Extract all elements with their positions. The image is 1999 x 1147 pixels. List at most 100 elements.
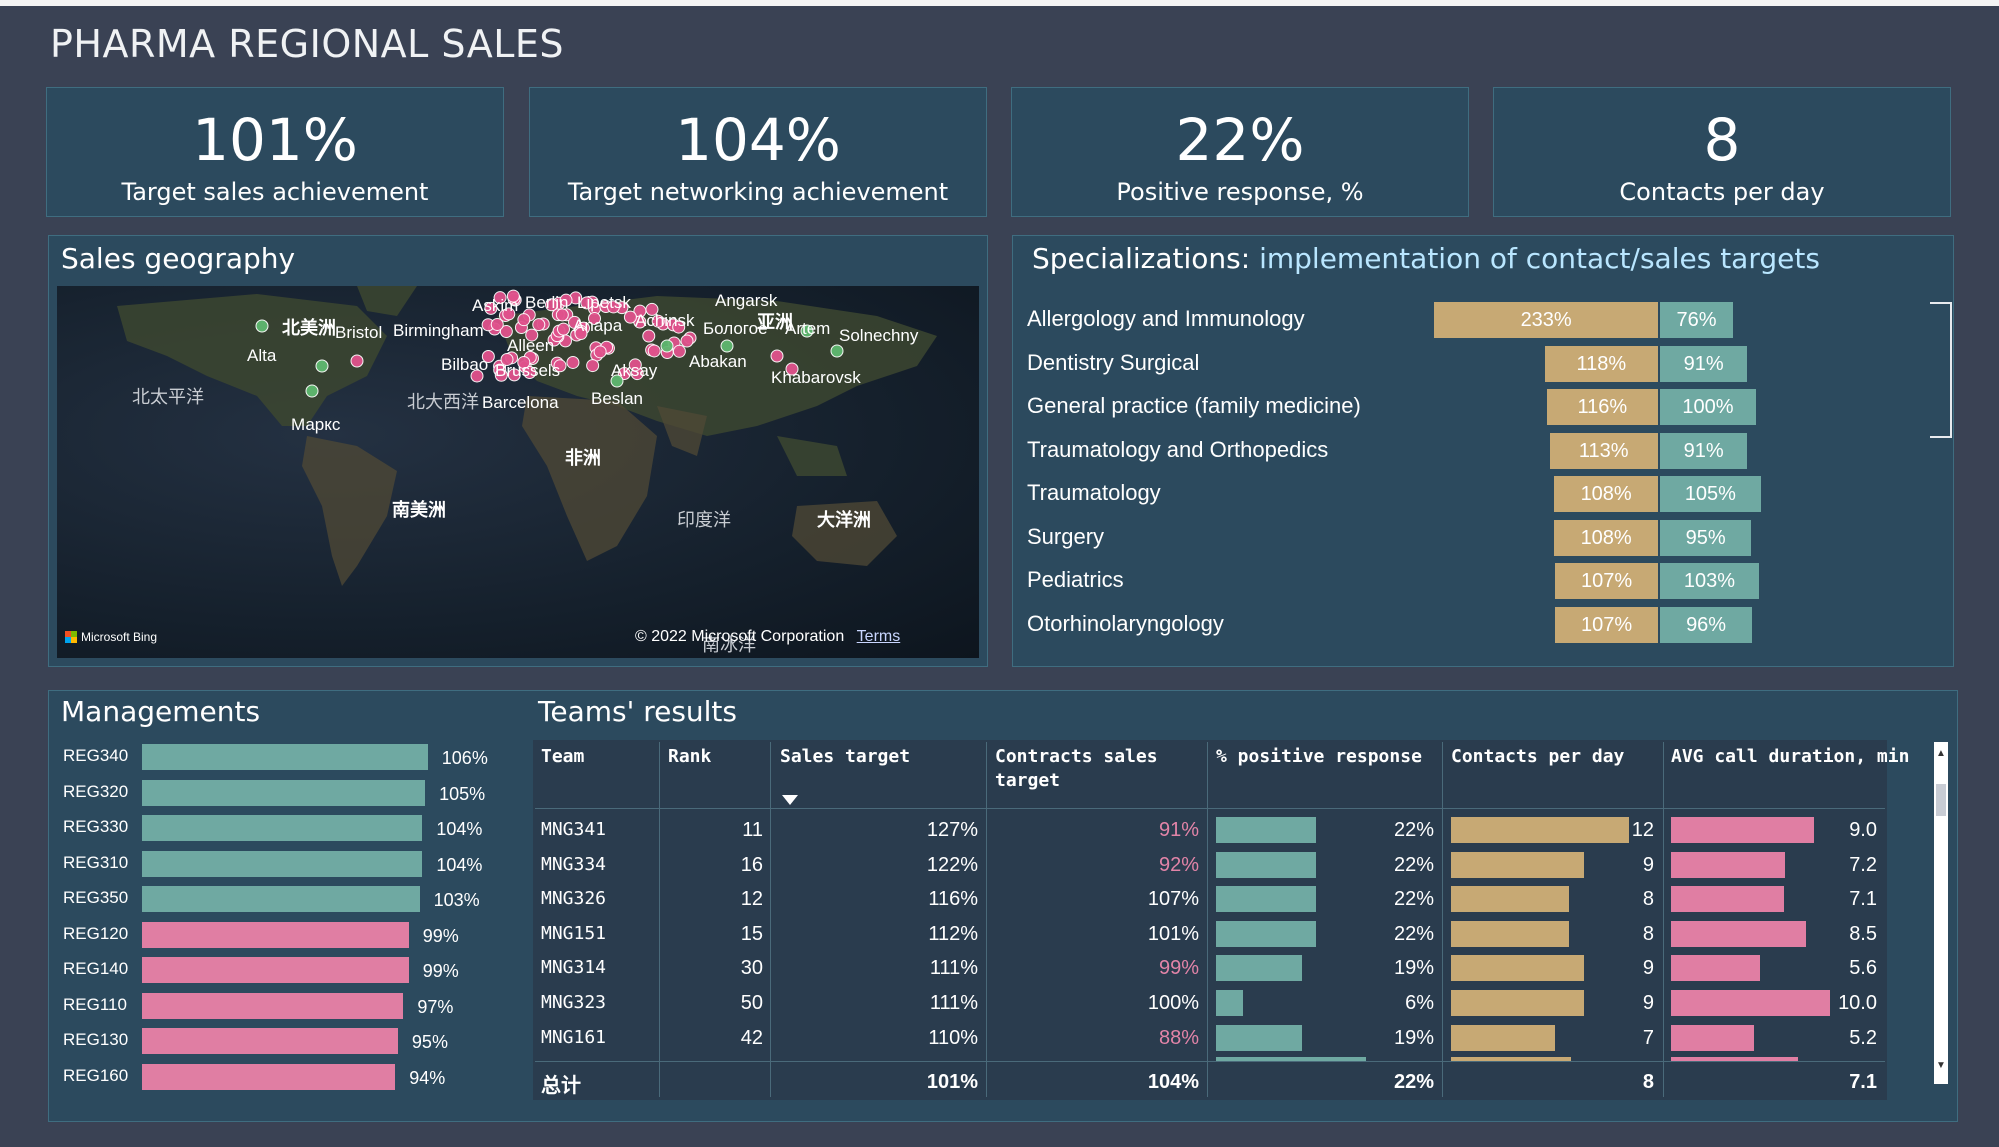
management-bar[interactable] xyxy=(142,1063,396,1090)
map-location-dot[interactable] xyxy=(580,296,594,310)
header-rank[interactable]: Rank xyxy=(668,746,712,767)
sales-map[interactable]: 北美洲 北太平洋 北大西洋 非洲 南美洲 印度洋 大洋洲 南冰洋 亚洲 Aski… xyxy=(57,286,979,658)
kpi-card-networking[interactable]: 104% Target networking achievement xyxy=(529,87,987,217)
avg-call-bar[interactable] xyxy=(1671,851,1786,878)
specialization-row[interactable]: Traumatology and Orthopedics 113% 91% xyxy=(1027,432,1907,469)
map-location-dot[interactable] xyxy=(672,344,686,358)
contacts-bar[interactable]: 103% xyxy=(1660,563,1759,599)
contacts-bar[interactable]: 76% xyxy=(1660,302,1733,338)
map-location-dot[interactable] xyxy=(606,300,620,314)
map-location-dot[interactable] xyxy=(532,318,546,332)
positive-bar[interactable] xyxy=(1216,1024,1303,1051)
map-location-dot[interactable] xyxy=(350,354,364,368)
positive-bar[interactable] xyxy=(1216,955,1303,982)
map-location-dot[interactable] xyxy=(502,307,516,321)
map-location-dot[interactable] xyxy=(525,328,539,342)
teams-scrollbar[interactable] xyxy=(1934,742,1948,1084)
map-location-dot[interactable] xyxy=(490,317,504,331)
map-location-dot[interactable] xyxy=(720,339,734,353)
contacts-bar[interactable]: 91% xyxy=(1660,345,1748,382)
contacts-bar[interactable] xyxy=(1451,1024,1555,1051)
map-location-dot[interactable] xyxy=(553,359,567,373)
sales-bar[interactable]: 108% xyxy=(1554,519,1658,556)
avg-call-bar[interactable] xyxy=(1671,955,1761,982)
specialization-row[interactable]: Surgery 108% 95% xyxy=(1027,519,1907,556)
sales-bar[interactable]: 107% xyxy=(1555,563,1658,599)
positive-bar[interactable] xyxy=(1216,851,1317,878)
positive-bar[interactable] xyxy=(1216,886,1317,913)
management-row[interactable]: REG160 94% xyxy=(60,1062,500,1092)
contacts-bar[interactable] xyxy=(1451,817,1629,843)
map-location-dot[interactable] xyxy=(645,302,659,316)
map-location-dot[interactable] xyxy=(566,355,580,369)
management-bar[interactable] xyxy=(142,992,404,1019)
map-location-dot[interactable] xyxy=(593,345,607,359)
contacts-bar[interactable] xyxy=(1451,990,1585,1016)
contacts-bar[interactable]: 91% xyxy=(1660,432,1748,469)
scroll-up-icon[interactable]: ▲ xyxy=(1936,748,1946,759)
specialization-row[interactable]: Otorhinolaryngology 107% 96% xyxy=(1027,606,1907,643)
specialization-row[interactable]: Traumatology 108% 105% xyxy=(1027,476,1907,512)
header-contacts-per-day[interactable]: Contacts per day xyxy=(1451,746,1625,767)
management-bar[interactable] xyxy=(142,921,409,948)
specializations-scroll-indicator[interactable] xyxy=(1930,302,1952,438)
map-terms-link[interactable]: Terms xyxy=(856,628,901,645)
contacts-bar[interactable]: 95% xyxy=(1660,519,1752,556)
map-location-dot[interactable] xyxy=(494,368,508,382)
map-location-dot[interactable] xyxy=(493,291,507,305)
map-location-dot[interactable] xyxy=(770,349,784,363)
sales-bar[interactable]: 107% xyxy=(1555,606,1658,643)
map-location-dot[interactable] xyxy=(555,308,569,322)
management-bar[interactable] xyxy=(142,850,423,877)
map-location-dot[interactable] xyxy=(305,384,319,398)
map-location-dot[interactable] xyxy=(470,369,484,383)
map-location-dot[interactable] xyxy=(507,368,521,382)
management-row[interactable]: REG320 105% xyxy=(60,778,500,808)
map-location-dot[interactable] xyxy=(255,319,269,333)
map-location-dot[interactable] xyxy=(517,313,531,327)
header-contracts-sales-target[interactable]: Contracts sales target xyxy=(995,745,1158,793)
kpi-card-contacts[interactable]: 8 Contacts per day xyxy=(1493,87,1951,217)
sales-bar[interactable]: 233% xyxy=(1434,302,1658,338)
map-location-dot[interactable] xyxy=(785,362,799,376)
map-location-dot[interactable] xyxy=(610,374,624,388)
management-row[interactable]: REG350 103% xyxy=(60,884,500,914)
avg-call-bar[interactable] xyxy=(1671,886,1784,913)
map-location-dot[interactable] xyxy=(545,298,559,312)
header-avg-call-duration[interactable]: AVG call duration, min xyxy=(1671,746,1910,767)
sales-bar[interactable]: 118% xyxy=(1544,345,1658,382)
management-row[interactable]: REG140 99% xyxy=(60,955,500,985)
map-location-dot[interactable] xyxy=(830,344,844,358)
map-location-dot[interactable] xyxy=(517,355,531,369)
map-location-dot[interactable] xyxy=(660,339,674,353)
specialization-row[interactable]: Pediatrics 107% 103% xyxy=(1027,563,1907,599)
avg-call-bar[interactable] xyxy=(1671,817,1815,843)
map-location-dot[interactable] xyxy=(574,327,588,341)
positive-bar[interactable] xyxy=(1216,817,1317,843)
specialization-row[interactable]: General practice (family medicine) 116% 10… xyxy=(1027,389,1907,425)
sales-bar[interactable]: 116% xyxy=(1546,389,1658,425)
management-row[interactable]: REG310 104% xyxy=(60,849,500,879)
management-bar[interactable] xyxy=(142,815,423,841)
management-row[interactable]: REG130 95% xyxy=(60,1026,500,1056)
contacts-bar[interactable] xyxy=(1451,886,1570,913)
positive-bar[interactable] xyxy=(1216,920,1317,947)
map-location-dot[interactable] xyxy=(559,293,573,307)
contacts-bar[interactable]: 96% xyxy=(1660,606,1753,643)
map-location-dot[interactable] xyxy=(587,311,601,325)
management-bar[interactable] xyxy=(142,957,409,983)
kpi-card-sales[interactable]: 101% Target sales achievement xyxy=(46,87,504,217)
contacts-bar[interactable] xyxy=(1451,955,1585,982)
header-positive-response[interactable]: % positive response xyxy=(1216,746,1422,767)
management-bar[interactable] xyxy=(142,1028,398,1054)
sort-desc-icon[interactable] xyxy=(782,795,798,805)
map-location-dot[interactable] xyxy=(680,334,694,348)
specialization-row[interactable]: Allergology and Immunology 233% 76% xyxy=(1027,302,1907,338)
map-location-dot[interactable] xyxy=(623,310,637,324)
map-location-dot[interactable] xyxy=(315,359,329,373)
map-location-dot[interactable] xyxy=(651,314,665,328)
positive-bar[interactable] xyxy=(1216,990,1244,1016)
management-bar[interactable] xyxy=(142,744,428,770)
management-row[interactable]: REG120 99% xyxy=(60,920,500,950)
sales-bar[interactable]: 108% xyxy=(1554,476,1658,512)
